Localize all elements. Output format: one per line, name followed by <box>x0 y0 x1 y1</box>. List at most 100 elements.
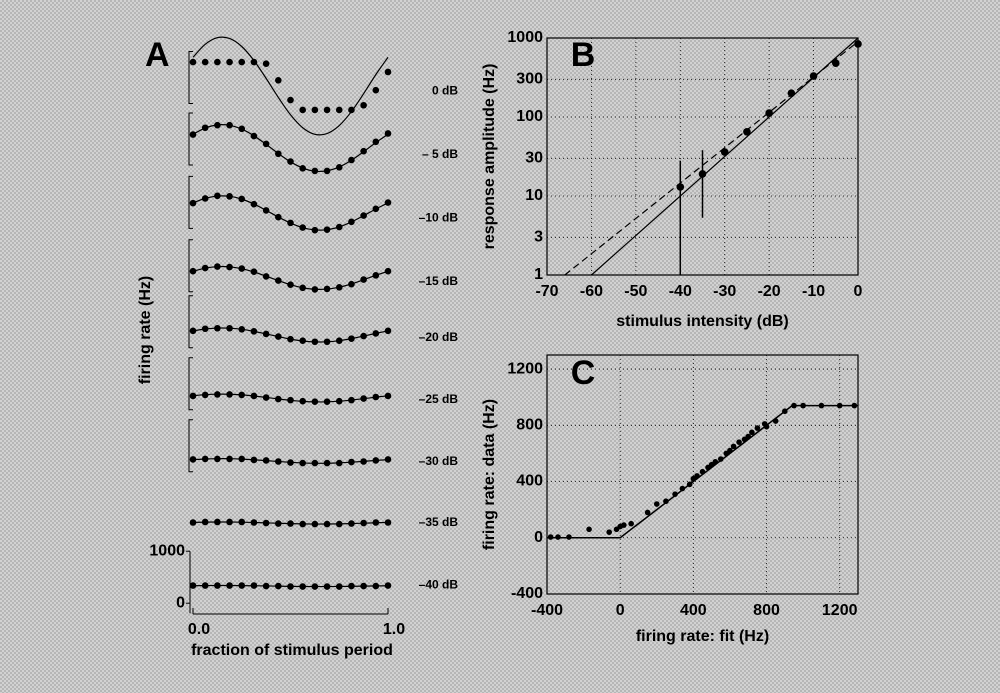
scale-label: 1000 <box>149 542 185 559</box>
data-point <box>214 518 221 526</box>
y-tick-label: 800 <box>516 417 543 434</box>
data-point <box>287 96 294 104</box>
data-point <box>201 518 209 526</box>
data-point <box>730 443 737 450</box>
data-point <box>745 433 752 440</box>
data-point <box>323 459 331 467</box>
data-point <box>335 459 343 467</box>
data-point <box>663 498 669 505</box>
data-point <box>384 519 392 526</box>
x-tick-label: 0 <box>854 283 863 300</box>
y-axis-label: firing rate: data (Hz) <box>481 399 498 550</box>
data-point <box>348 458 355 466</box>
data-point <box>189 267 197 275</box>
data-point <box>214 324 221 332</box>
data-point <box>189 131 197 138</box>
level-label: –35 dB <box>419 515 459 529</box>
data-point <box>586 526 592 533</box>
x-tick-label: 400 <box>680 602 707 619</box>
data-point <box>250 519 258 526</box>
data-point <box>275 277 282 284</box>
data-point <box>698 170 707 178</box>
data-point <box>238 265 246 272</box>
x-axis-label: firing rate: fit (Hz) <box>636 628 769 645</box>
data-point <box>189 199 197 207</box>
data-point <box>299 583 306 590</box>
data-point <box>348 520 355 527</box>
data-point <box>384 327 392 335</box>
panel-letter: C <box>571 354 596 392</box>
data-point <box>335 583 343 590</box>
data-point <box>686 481 693 488</box>
panel-letter: A <box>145 36 170 74</box>
data-point <box>262 140 270 148</box>
data-point <box>287 396 294 404</box>
level-label: –40 dB <box>419 577 459 591</box>
data-point <box>754 425 761 431</box>
y-axis-label: firing rate (Hz) <box>137 276 154 384</box>
data-point <box>372 393 380 401</box>
x-tick-label: 1200 <box>822 602 858 619</box>
y-tick-label: 0 <box>534 529 543 546</box>
data-point <box>749 429 755 436</box>
data-point <box>262 60 270 67</box>
data-point <box>201 391 209 399</box>
trace-bracket <box>188 239 193 293</box>
data-point <box>851 402 858 409</box>
x-tick-label: 0.0 <box>188 621 210 638</box>
data-point <box>311 106 319 114</box>
data-point <box>384 130 392 137</box>
data-point <box>323 338 331 346</box>
data-point <box>214 582 221 589</box>
data-point <box>360 519 367 527</box>
data-point <box>189 582 197 589</box>
data-point <box>372 582 380 590</box>
data-point <box>323 285 331 293</box>
data-point <box>226 193 233 200</box>
data-point <box>214 192 221 200</box>
data-point <box>743 127 751 136</box>
data-point <box>348 335 355 342</box>
data-point <box>299 397 306 405</box>
data-point <box>566 534 572 540</box>
data-point <box>214 121 221 129</box>
data-point <box>323 226 331 233</box>
data-point <box>250 392 258 400</box>
data-point <box>275 458 282 465</box>
data-point <box>275 582 282 590</box>
data-point <box>360 332 367 340</box>
data-point <box>348 106 355 114</box>
plot-frame <box>546 37 859 276</box>
data-point <box>360 101 367 109</box>
data-point <box>226 58 233 66</box>
level-label: – 5 dB <box>422 147 458 161</box>
data-point <box>275 333 282 340</box>
data-point <box>311 167 319 175</box>
data-point <box>299 106 306 114</box>
data-point <box>262 394 270 401</box>
data-point <box>818 402 825 409</box>
y-axis-label: response amplitude (Hz) <box>481 64 498 250</box>
data-point <box>189 58 197 66</box>
data-point <box>250 268 258 276</box>
data-point <box>311 583 319 590</box>
data-point <box>311 338 319 346</box>
data-point <box>201 58 209 66</box>
data-point <box>335 397 343 405</box>
data-point <box>372 86 380 94</box>
data-point <box>262 273 270 280</box>
data-point <box>275 395 282 403</box>
data-point <box>250 582 258 589</box>
x-tick-label: -70 <box>535 283 558 300</box>
x-tick-label: -50 <box>624 283 647 300</box>
data-point <box>348 218 355 226</box>
data-point <box>311 520 319 528</box>
fit-curve <box>192 36 389 136</box>
data-point <box>360 147 367 155</box>
data-point <box>699 468 706 475</box>
data-point <box>621 522 627 528</box>
data-point <box>717 456 724 462</box>
data-point <box>226 582 233 589</box>
data-point <box>384 68 392 76</box>
